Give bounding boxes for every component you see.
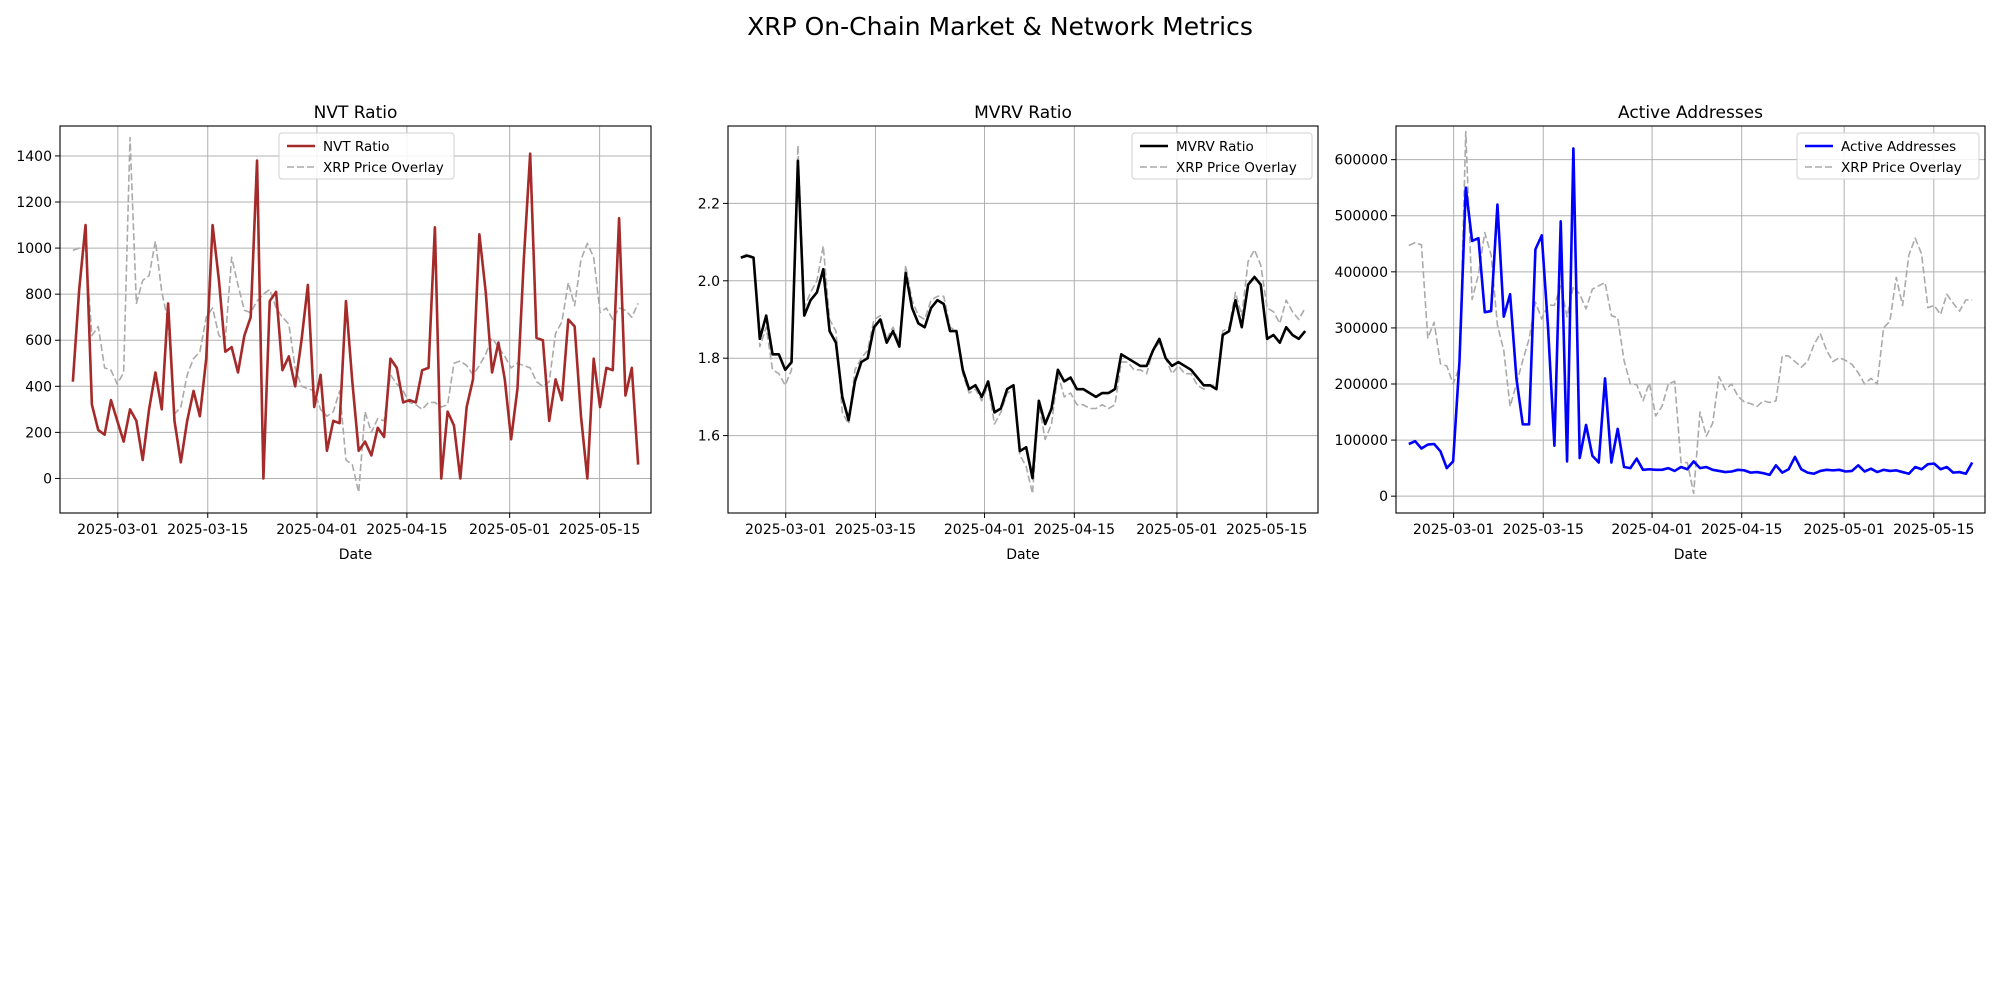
x-tick-label: 2025-05-01 <box>1803 522 1884 538</box>
y-tick-label: 500000 <box>1335 209 1388 225</box>
y-tick-label: 200000 <box>1335 377 1388 393</box>
y-tick-label: 2.2 <box>698 196 720 212</box>
chart-title: MVRV Ratio <box>974 103 1072 123</box>
legend-label: XRP Price Overlay <box>323 160 444 176</box>
chart-title: NVT Ratio <box>314 103 398 123</box>
x-tick-label: 2025-03-01 <box>745 522 826 538</box>
x-tick-label: 2025-03-15 <box>167 522 248 538</box>
y-tick-label: 600000 <box>1335 153 1388 169</box>
y-tick-label: 200 <box>25 425 52 441</box>
x-tick-label: 2025-04-01 <box>1611 522 1692 538</box>
x-axis-label: Date <box>339 547 372 563</box>
figure-title: XRP On-Chain Market & Network Metrics <box>747 12 1253 41</box>
series-line-nvt-ratio <box>71 152 640 480</box>
x-tick-label: 2025-04-15 <box>366 522 447 538</box>
x-tick-label: 2025-04-15 <box>1701 522 1782 538</box>
x-tick-label: 2025-05-01 <box>469 522 550 538</box>
y-tick-label: 0 <box>1379 489 1388 505</box>
y-tick-label: 800 <box>25 287 52 303</box>
plot-frame <box>727 125 1319 514</box>
x-tick-label: 2025-03-01 <box>1413 522 1494 538</box>
x-tick-label: 2025-04-01 <box>276 522 357 538</box>
x-tick-label: 2025-03-15 <box>835 522 916 538</box>
legend-label: MVRV Ratio <box>1176 139 1254 155</box>
y-tick-label: 600 <box>25 333 52 349</box>
series-line-mvrv-ratio <box>740 159 1307 480</box>
x-tick-label: 2025-05-15 <box>559 522 640 538</box>
legend-label: NVT Ratio <box>323 139 390 155</box>
chart-title: Active Addresses <box>1618 103 1763 123</box>
x-tick-label: 2025-05-01 <box>1136 522 1217 538</box>
gridlines <box>1396 126 1985 513</box>
x-tick-label: 2025-04-15 <box>1034 522 1115 538</box>
legend-box <box>278 132 455 180</box>
y-tick-label: 300000 <box>1335 321 1388 337</box>
legend-label: Active Addresses <box>1841 139 1956 155</box>
y-tick-label: 0 <box>43 471 52 487</box>
series-line-xrp-price-overlay <box>1408 130 1973 495</box>
legend-label: XRP Price Overlay <box>1841 160 1962 176</box>
y-tick-label: 1.6 <box>698 429 720 445</box>
y-tick-label: 1.8 <box>698 351 720 367</box>
y-tick-label: 2.0 <box>698 274 720 290</box>
y-tick-label: 400000 <box>1335 265 1388 281</box>
y-tick-label: 1200 <box>16 195 52 211</box>
x-tick-label: 2025-05-15 <box>1893 522 1974 538</box>
legend: Active Addresses XRP Price Overlay <box>1796 132 1980 180</box>
legend-box <box>1796 132 1980 180</box>
x-tick-label: 2025-04-01 <box>944 522 1025 538</box>
legend-box <box>1131 132 1313 180</box>
gridlines <box>728 126 1318 513</box>
plot-frame <box>59 125 652 514</box>
y-tick-label: 1000 <box>16 241 52 257</box>
series-line-active-addresses <box>1408 147 1974 477</box>
x-axis-label: Date <box>1674 547 1707 563</box>
y-tick-label: 100000 <box>1335 433 1388 449</box>
x-tick-label: 2025-05-15 <box>1226 522 1307 538</box>
x-axis-label: Date <box>1006 547 1039 563</box>
legend: NVT Ratio XRP Price Overlay <box>278 132 455 180</box>
legend: MVRV Ratio XRP Price Overlay <box>1131 132 1313 180</box>
legend-label: XRP Price Overlay <box>1176 160 1297 176</box>
x-tick-label: 2025-03-15 <box>1503 522 1584 538</box>
x-tick-label: 2025-03-01 <box>77 522 158 538</box>
y-tick-label: 400 <box>25 379 52 395</box>
plot-frame <box>1395 125 1986 514</box>
y-tick-label: 1400 <box>16 149 52 165</box>
